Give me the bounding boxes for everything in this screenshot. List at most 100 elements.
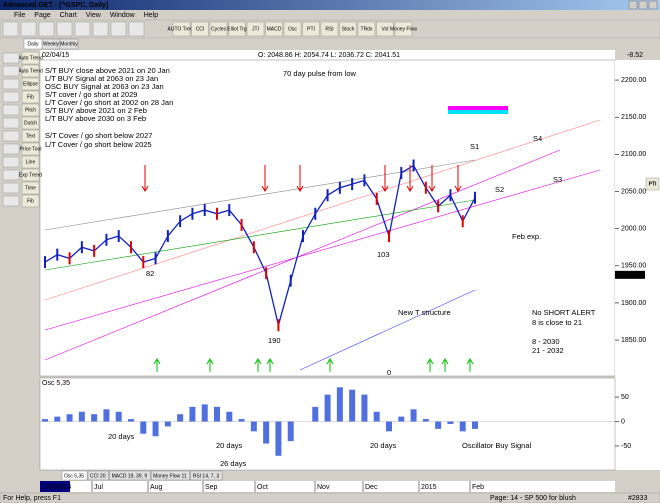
toolbar-label[interactable]: AUTO Trend — [168, 26, 196, 32]
side-tool[interactable] — [21, 168, 40, 182]
side-icon[interactable] — [2, 130, 20, 142]
side-tool-label[interactable]: Fib — [27, 94, 34, 100]
side-icon[interactable] — [2, 169, 20, 181]
side-tool[interactable] — [21, 103, 40, 117]
tool-icon[interactable] — [110, 21, 127, 37]
indicator-tab-label[interactable]: MACD 19, 39, 9 — [112, 473, 148, 479]
side-tool[interactable] — [21, 64, 40, 78]
side-icon[interactable] — [2, 156, 20, 168]
side-tool-label[interactable]: Price Tool — [20, 146, 42, 152]
toolbar-button[interactable] — [320, 21, 339, 37]
side-icon[interactable] — [2, 52, 20, 64]
indicator-tab[interactable] — [190, 470, 223, 481]
menu-item[interactable]: File — [14, 12, 25, 19]
toolbar-button[interactable] — [339, 21, 357, 37]
side-tool-label[interactable]: Pitch — [25, 107, 36, 113]
tool-icon[interactable] — [92, 21, 109, 37]
right-tool-label[interactable]: PTI — [649, 181, 657, 187]
toolbar-button[interactable] — [302, 21, 320, 37]
side-tool[interactable] — [21, 129, 40, 143]
toolbar-button[interactable] — [394, 21, 413, 37]
menu-bar — [0, 10, 660, 20]
toolbar-label[interactable]: Osc — [288, 26, 297, 32]
osc-bar — [103, 409, 110, 422]
tab-label[interactable]: Daily — [27, 41, 39, 47]
side-icon[interactable] — [2, 143, 20, 155]
toolbar-button[interactable] — [246, 21, 265, 37]
side-tool[interactable] — [21, 77, 40, 91]
side-tool[interactable] — [21, 116, 40, 130]
side-tool[interactable] — [21, 90, 40, 104]
menu-item[interactable]: View — [86, 12, 102, 19]
sell-arrow — [141, 165, 149, 192]
side-tool-label[interactable]: Auto Trend — [18, 68, 43, 74]
side-tool[interactable] — [21, 155, 40, 169]
side-tool-label[interactable]: Exp Trend — [19, 172, 42, 178]
side-icon[interactable] — [2, 65, 20, 77]
side-tool-label[interactable]: Text — [26, 133, 36, 139]
tab-label[interactable]: Monthly — [60, 41, 78, 47]
toolbar-label[interactable]: Vol — [382, 26, 389, 32]
toolbar-label[interactable]: RSI — [325, 26, 333, 32]
side-tool[interactable] — [21, 51, 40, 65]
toolbar-button[interactable] — [172, 21, 191, 37]
toolbar-label[interactable]: Cycles — [211, 26, 227, 32]
toolbar-button[interactable] — [357, 21, 376, 37]
side-tool[interactable] — [21, 181, 40, 195]
toolbar-button[interactable] — [265, 21, 283, 37]
osc-bar — [189, 406, 196, 422]
window-button[interactable] — [638, 0, 648, 10]
indicator-tab-label[interactable]: Money Flow 11 — [153, 473, 187, 479]
tool-icon[interactable] — [38, 21, 55, 37]
side-tool-label[interactable]: Dutch — [24, 120, 37, 126]
side-icon[interactable] — [2, 91, 20, 103]
tab[interactable] — [59, 38, 79, 50]
side-icon[interactable] — [2, 195, 20, 207]
toolbar-label[interactable]: Stoch — [342, 26, 355, 32]
side-tool[interactable] — [21, 142, 40, 156]
toolbar-label[interactable]: CCI — [196, 26, 205, 32]
side-icon[interactable] — [2, 117, 20, 129]
last-price-label: 1937.81 — [618, 272, 643, 279]
side-tool-label[interactable]: Fib — [27, 198, 34, 204]
menu-item[interactable]: Page — [34, 12, 50, 19]
toolbar-label[interactable]: Money Flow — [390, 26, 417, 32]
side-tool-label[interactable]: Auto Trend — [18, 55, 43, 61]
menu-item[interactable]: Help — [144, 12, 159, 19]
indicator-tab[interactable] — [109, 470, 151, 481]
side-tool-label[interactable]: Line — [26, 159, 36, 165]
side-icon[interactable] — [2, 104, 20, 116]
tool-icon[interactable] — [74, 21, 91, 37]
indicator-tab[interactable] — [87, 470, 109, 481]
toolbar-button[interactable] — [283, 21, 302, 37]
toolbar-label[interactable]: PTI — [307, 26, 315, 32]
right-tool[interactable] — [645, 177, 660, 191]
window-button[interactable] — [628, 0, 638, 10]
toolbar-button[interactable] — [228, 21, 246, 37]
toolbar-label[interactable]: Elliot Trg — [227, 26, 247, 32]
menu-item[interactable]: Chart — [60, 12, 77, 19]
toolbar-button[interactable] — [209, 21, 228, 37]
indicator-tab[interactable] — [150, 470, 190, 481]
side-tool-label[interactable]: Time — [25, 185, 36, 191]
toolbar-label[interactable]: JTI — [252, 26, 259, 32]
menu-item[interactable]: Window — [110, 12, 136, 19]
indicator-tab-label[interactable]: CCI 20 — [90, 473, 106, 479]
toolbar-button[interactable] — [376, 21, 394, 37]
tab-label[interactable]: Weekly — [43, 41, 60, 47]
indicator-tab-label[interactable]: RSI 14, 7, 3 — [193, 473, 220, 479]
toolbar-label[interactable]: TRdx — [361, 26, 373, 32]
toolbar-button[interactable] — [191, 21, 209, 37]
window-button[interactable] — [648, 0, 658, 10]
indicator-tab-label[interactable]: Osc 5,35 — [64, 473, 84, 479]
side-tool[interactable] — [21, 194, 40, 208]
tool-icon[interactable] — [128, 21, 145, 37]
toolbar-label[interactable]: MACD — [267, 26, 282, 32]
tool-icon[interactable] — [2, 21, 19, 37]
tool-icon[interactable] — [56, 21, 73, 37]
indicator-tab[interactable] — [61, 470, 88, 481]
tool-icon[interactable] — [20, 21, 37, 37]
side-icon[interactable] — [2, 78, 20, 90]
side-tool-label[interactable]: Ellipse — [23, 81, 38, 87]
side-icon[interactable] — [2, 182, 20, 194]
